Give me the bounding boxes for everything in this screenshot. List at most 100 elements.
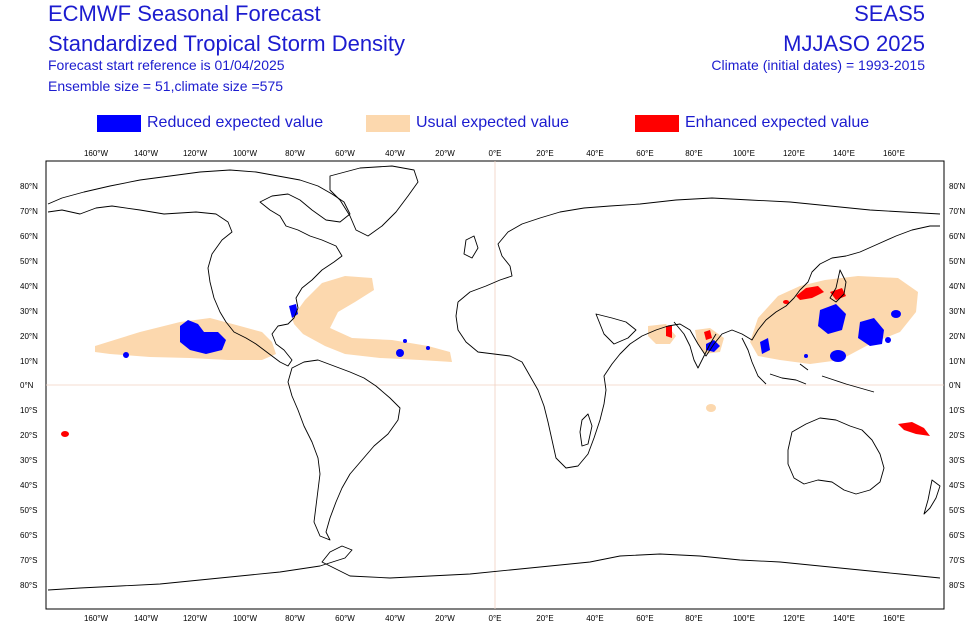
- lon-tick-top: 60°W: [335, 149, 355, 158]
- lon-tick-top: 20°E: [536, 149, 553, 158]
- lat-tick-right: 80'N: [949, 182, 965, 191]
- west-pacific-reduced-spot-3: [885, 337, 891, 343]
- west-pacific-reduced-spot-1: [891, 310, 901, 318]
- lat-labels-right: 80'N 70'N 60'N 50'N 40'N 30'N 20'N 10'N …: [949, 182, 965, 590]
- lon-labels-bottom: 160°W 140°W 120°W 100°W 80°W 60°W 40°W 2…: [84, 614, 905, 623]
- lat-tick-right: 10'S: [949, 406, 965, 415]
- legend-swatch-reduced: [97, 114, 141, 132]
- lat-tick-right: 70'S: [949, 556, 965, 565]
- lat-tick-left: 30°N: [20, 307, 38, 316]
- lon-tick-bottom: 40°W: [385, 614, 405, 623]
- reduced-value-areas: [123, 304, 901, 362]
- ensemble-size-text: Ensemble size = 51,climate size =575: [48, 78, 284, 94]
- lon-tick-bottom: 120°E: [783, 614, 805, 623]
- southeast-asia-coast: [741, 337, 875, 393]
- lon-tick-top: 120°E: [783, 149, 805, 158]
- west-pacific-reduced-spot-2: [830, 350, 846, 362]
- lat-labels-left: 80°N 70°N 60°N 50°N 40°N 30°N 20°N 10°N …: [20, 182, 38, 590]
- australia-coast: [787, 417, 885, 495]
- lon-tick-bottom: 80°E: [685, 614, 702, 623]
- lat-tick-left: 40°S: [20, 481, 37, 490]
- lon-tick-top: 120°W: [183, 149, 208, 158]
- title-line-1: ECMWF Seasonal Forecast: [48, 1, 321, 26]
- lat-tick-right: 60'S: [949, 531, 965, 540]
- lat-tick-left: 60°S: [20, 531, 37, 540]
- lon-tick-top: 80°E: [685, 149, 702, 158]
- east-china-sea-enhanced-spot: [783, 300, 789, 304]
- legend-item-reduced: Reduced expected value: [97, 114, 323, 132]
- lat-tick-left: 0°N: [20, 381, 34, 390]
- lon-tick-bottom: 120°W: [183, 614, 208, 623]
- caribbean-reduced-spot-2: [403, 339, 407, 343]
- lat-tick-left: 10°N: [20, 357, 38, 366]
- lat-tick-left: 70°N: [20, 207, 38, 216]
- west-pacific-reduced-spot-4: [804, 354, 808, 358]
- lat-tick-right: 60'N: [949, 232, 965, 241]
- lat-tick-right: 20'S: [949, 431, 965, 440]
- lon-tick-bottom: 20°W: [435, 614, 455, 623]
- system-name: SEAS5: [854, 1, 925, 26]
- lon-tick-top: 20°W: [435, 149, 455, 158]
- lat-tick-left: 40°N: [20, 282, 38, 291]
- lat-tick-left: 50°N: [20, 257, 38, 266]
- legend-swatch-usual: [366, 114, 410, 132]
- india-coast: [673, 321, 717, 369]
- east-pacific-reduced-area: [180, 320, 226, 354]
- lon-tick-top: 160°W: [84, 149, 109, 158]
- lat-tick-left: 80°N: [20, 182, 38, 191]
- arabia-coast: [595, 313, 637, 345]
- lat-tick-right: 40'N: [949, 282, 965, 291]
- new-zealand-coast: [923, 479, 941, 515]
- lat-tick-right: 50'N: [949, 257, 965, 266]
- lon-tick-bottom: 140°E: [833, 614, 855, 623]
- east-pacific-reduced-spot: [123, 352, 129, 358]
- lon-tick-top: 0°E: [489, 149, 502, 158]
- forecast-period: MJJASO 2025: [783, 31, 925, 56]
- lat-tick-right: 30'N: [949, 307, 965, 316]
- lat-tick-right: 70'N: [949, 207, 965, 216]
- lat-tick-left: 20°S: [20, 431, 37, 440]
- lon-tick-top: 140°E: [833, 149, 855, 158]
- south-indian-usual-spot: [706, 404, 716, 412]
- lat-tick-right: 40'S: [949, 481, 965, 490]
- madagascar-coast: [579, 413, 593, 447]
- legend-label-reduced: Reduced expected value: [147, 114, 324, 131]
- antarctica-coast: [47, 545, 941, 591]
- japan-coast: [829, 269, 847, 303]
- lon-tick-top: 40°W: [385, 149, 405, 158]
- europe-africa-coast: [455, 197, 941, 469]
- uk-coast: [463, 235, 479, 259]
- lon-tick-top: 40°E: [586, 149, 603, 158]
- lat-tick-right: 50'S: [949, 506, 965, 515]
- west-atlantic-usual-area: [292, 276, 452, 362]
- lat-tick-right: 30'S: [949, 456, 965, 465]
- bay-of-bengal-enhanced-area: [704, 330, 712, 340]
- legend-label-usual: Usual expected value: [416, 114, 569, 131]
- climate-dates-text: Climate (initial dates) = 1993-2015: [711, 57, 925, 73]
- lat-tick-right: 80'S: [949, 581, 965, 590]
- central-pacific-enhanced-spot: [61, 431, 69, 437]
- philippine-sea-reduced-area-2: [858, 318, 884, 346]
- caribbean-reduced-spot-1: [396, 349, 404, 357]
- lat-tick-left: 60°N: [20, 232, 38, 241]
- legend-item-usual: Usual expected value: [366, 114, 569, 132]
- japan-enhanced-area: [796, 286, 824, 300]
- lon-tick-top: 60°E: [636, 149, 653, 158]
- legend-swatch-enhanced: [635, 114, 679, 132]
- lat-tick-right: 20'N: [949, 332, 965, 341]
- lon-tick-top: 100°E: [733, 149, 755, 158]
- lon-tick-bottom: 100°W: [233, 614, 258, 623]
- lon-tick-bottom: 40°E: [586, 614, 603, 623]
- greenland-coast: [329, 165, 419, 237]
- lat-tick-right: 0'N: [949, 381, 961, 390]
- lon-tick-bottom: 60°W: [335, 614, 355, 623]
- south-america-coast: [287, 359, 401, 541]
- lat-tick-left: 50°S: [20, 506, 37, 515]
- south-pacific-enhanced-area: [898, 422, 930, 436]
- lon-tick-top: 160°E: [883, 149, 905, 158]
- coastlines: [47, 165, 941, 591]
- lon-tick-bottom: 80°W: [285, 614, 305, 623]
- lon-tick-bottom: 60°E: [636, 614, 653, 623]
- title-line-2: Standardized Tropical Storm Density: [48, 31, 406, 56]
